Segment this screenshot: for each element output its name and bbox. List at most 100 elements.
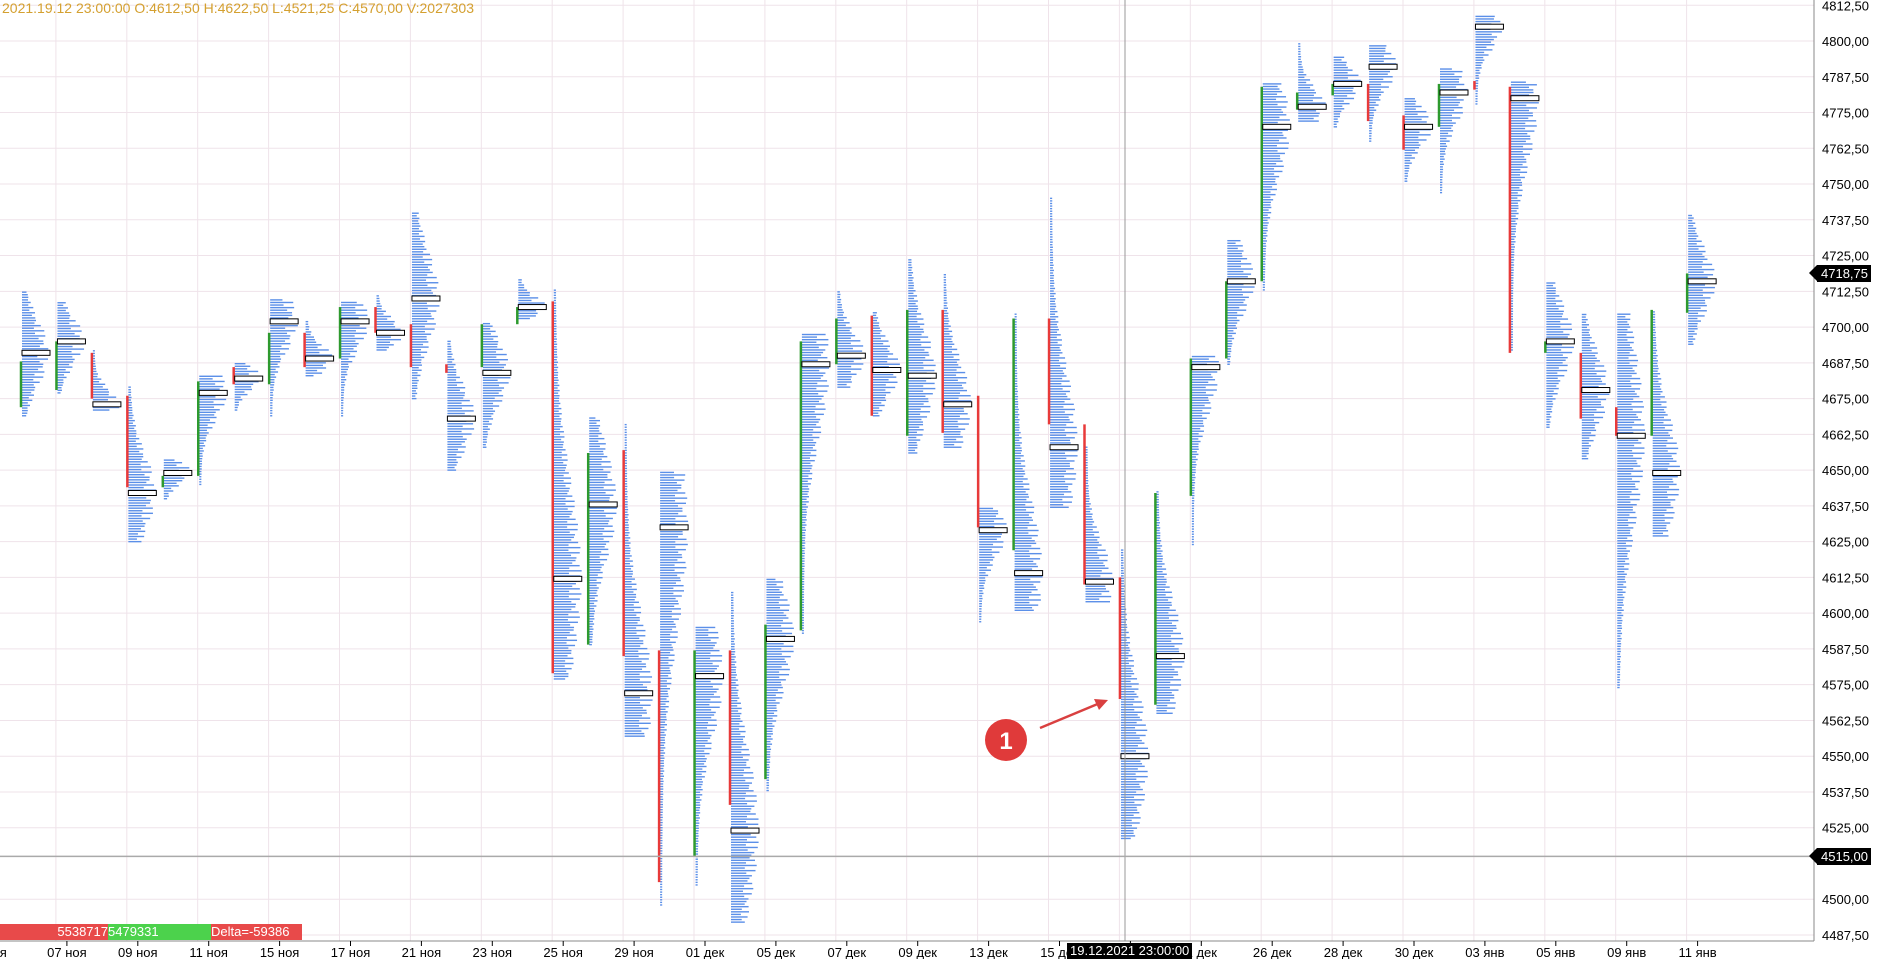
profile-row	[1014, 442, 1022, 444]
profile-row	[695, 858, 698, 860]
profile-row	[624, 470, 627, 472]
profile-row	[660, 796, 663, 798]
profile-row	[482, 415, 492, 418]
profile-row	[411, 330, 425, 333]
profile-row	[1510, 274, 1514, 276]
profile-row	[1156, 617, 1169, 619]
profile-row	[1652, 352, 1657, 354]
profile-row	[589, 589, 598, 592]
profile-row	[1191, 397, 1209, 399]
profile-row	[1510, 148, 1533, 150]
profile-row	[979, 569, 991, 571]
profile-row	[1085, 534, 1095, 536]
profile-bar	[445, 340, 476, 471]
profile-row	[1014, 372, 1018, 375]
profile-row	[1652, 416, 1664, 419]
profile-row	[731, 797, 746, 800]
profile-row	[1085, 498, 1090, 500]
profile-row	[1191, 469, 1196, 471]
profile-row	[1191, 523, 1194, 525]
price-axis[interactable]: 4812,504800,004787,504775,004762,504750,…	[1822, 0, 1869, 943]
profile-row	[1510, 326, 1513, 328]
profile-row	[1014, 365, 1017, 367]
profile-row	[837, 371, 851, 373]
profile-row	[270, 381, 275, 383]
profile-row	[1617, 488, 1639, 490]
profile-row	[731, 821, 746, 823]
profile-bar	[267, 299, 299, 417]
profile-row	[1120, 672, 1135, 675]
time-tick-label: 09 янв	[1607, 945, 1646, 959]
profile-row	[660, 677, 672, 680]
profile-row	[1652, 499, 1676, 501]
profile-row	[270, 345, 282, 347]
profile-row	[1440, 114, 1452, 117]
profile-row	[837, 360, 854, 363]
profile-row	[1404, 162, 1412, 164]
profile-row	[411, 307, 428, 310]
profile-row	[979, 592, 984, 595]
profile-row	[908, 369, 935, 372]
profile-row	[1617, 655, 1621, 658]
profile-row	[1191, 487, 1195, 489]
poc-marker	[305, 355, 335, 362]
profile-row	[1617, 411, 1642, 413]
profile-row	[482, 340, 499, 343]
profile-row	[695, 879, 698, 881]
profile-row	[553, 377, 558, 379]
profile-row	[1120, 588, 1124, 590]
profile-row	[270, 402, 273, 404]
profile-row	[1014, 429, 1020, 431]
profile-row	[553, 423, 561, 425]
profile-row	[1014, 346, 1017, 349]
profile-row	[1617, 316, 1626, 318]
profile-row	[943, 446, 962, 448]
profile-row	[1014, 421, 1019, 424]
grid	[0, 0, 1814, 941]
profile-row	[553, 477, 571, 479]
profile-row	[1369, 58, 1396, 60]
profile-row	[731, 705, 738, 707]
poc-marker	[56, 338, 86, 345]
profile-row	[1333, 102, 1350, 105]
profile-row	[624, 516, 628, 519]
profile-row	[1652, 365, 1658, 367]
profile-row	[1156, 563, 1165, 565]
profile-row	[660, 603, 679, 605]
profile-row	[128, 407, 133, 409]
profile-row	[1369, 135, 1372, 137]
profile-row	[837, 376, 852, 378]
profile-row	[1120, 665, 1134, 667]
profile-row	[943, 431, 961, 433]
profile-row	[1510, 318, 1513, 320]
profile-row	[1227, 309, 1247, 311]
profile-row	[1617, 370, 1635, 372]
profile-row	[553, 678, 566, 680]
profile-row	[1298, 102, 1326, 104]
profile-row	[660, 860, 663, 862]
poc-marker	[1404, 123, 1434, 130]
profile-row	[270, 384, 275, 386]
profile-row	[1510, 145, 1524, 148]
profile-row	[553, 657, 574, 660]
profile-row	[908, 421, 923, 423]
profile-row	[199, 414, 215, 416]
profile-row	[1227, 291, 1254, 293]
profile-row	[553, 351, 557, 353]
profile-row	[1617, 516, 1637, 519]
profile-row	[553, 405, 559, 407]
profile-row	[660, 832, 663, 834]
profile-row	[1156, 671, 1178, 673]
profile-row	[482, 392, 499, 394]
profile-row	[1262, 88, 1280, 90]
profile-row	[376, 318, 388, 320]
profile-row	[1546, 282, 1556, 284]
profile-row	[1369, 91, 1384, 93]
profile-row	[695, 711, 716, 714]
profile-row	[1120, 734, 1146, 737]
profile-row	[801, 490, 809, 493]
profile-row	[589, 497, 610, 499]
profile-row	[1050, 326, 1058, 328]
